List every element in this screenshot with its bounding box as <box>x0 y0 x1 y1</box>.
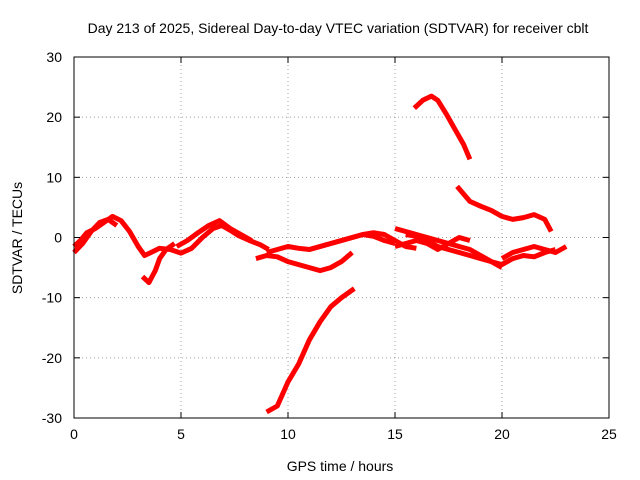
series-line-arc-7 <box>308 230 417 252</box>
series-line-arc-4 <box>175 218 253 249</box>
series-line-arc-12 <box>500 244 568 261</box>
series-line-arc-11 <box>394 235 471 252</box>
series-line-arc-5 <box>255 250 354 274</box>
series-line-arc-13 <box>412 93 473 161</box>
x-tick-label: 15 <box>387 426 403 442</box>
series-line-arc-14 <box>455 184 554 233</box>
y-tick-label: 10 <box>46 169 62 185</box>
y-axis-label: SDTVAR / TECUs <box>9 182 25 294</box>
series-line-arc-3 <box>140 241 177 286</box>
data-series <box>72 93 568 415</box>
y-tick-label: -30 <box>42 410 62 426</box>
chart-title: Day 213 of 2025, Sidereal Day-to-day VTE… <box>88 20 589 36</box>
series-line-arc-2 <box>72 216 119 255</box>
series-line-arc-10 <box>405 232 504 270</box>
y-tick-label: 30 <box>46 49 62 65</box>
x-tick-label: 0 <box>70 426 78 442</box>
y-tick-label: 0 <box>54 230 62 246</box>
grid-lines <box>74 57 609 418</box>
y-axis-ticks: -30 -20 -10 0 10 20 30 <box>42 49 609 426</box>
x-tick-label: 20 <box>494 426 510 442</box>
x-tick-label: 5 <box>177 426 185 442</box>
x-tick-label: 25 <box>601 426 617 442</box>
y-tick-label: -20 <box>42 350 62 366</box>
x-tick-label: 10 <box>280 426 296 442</box>
y-tick-label: 20 <box>46 109 62 125</box>
x-axis-label: GPS time / hours <box>287 458 394 474</box>
series-line-arc-8 <box>265 286 356 415</box>
x-axis-ticks: 0 5 10 15 20 25 <box>70 57 617 442</box>
y-tick-label: -10 <box>42 290 62 306</box>
